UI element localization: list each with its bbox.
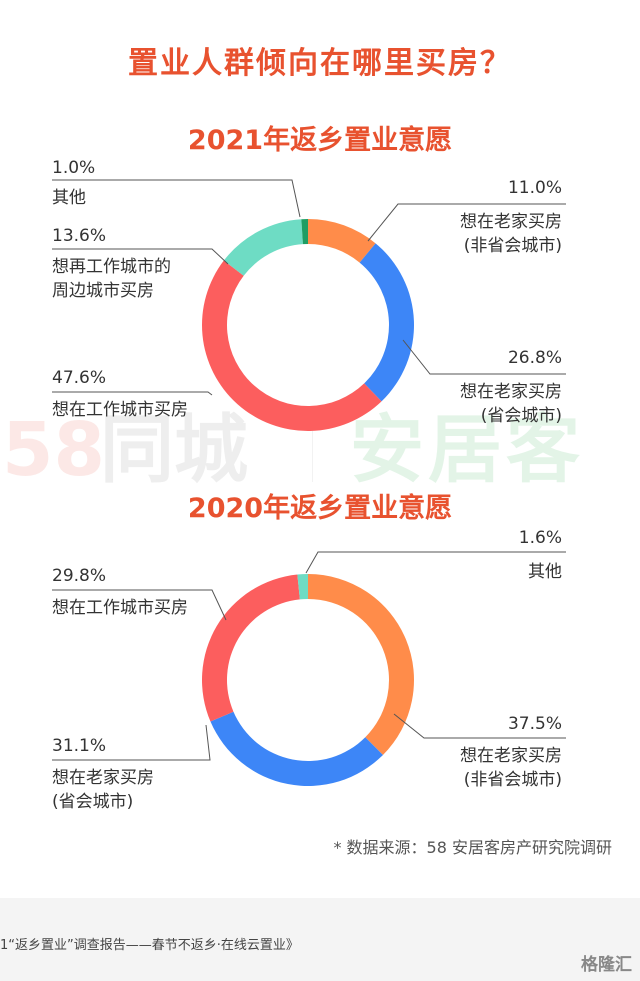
donut-2021-leader-line-4 [52, 179, 301, 218]
label-2020-home-provincial-line1: 想在老家买房 [52, 768, 154, 788]
donut-2021-leader-line-2 [52, 391, 213, 396]
label-2020-home-nonprovincial-value: 37.5% [507, 714, 562, 734]
donut-2021-slice-2 [202, 260, 382, 431]
label-2021-surrounding-line2: 周边城市买房 [52, 281, 154, 301]
donut-2021-slice-0 [308, 219, 376, 263]
gelonghui-logo: 格隆汇 [581, 955, 632, 975]
label-2021-home-nonprovincial-line2: (非省会城市) [463, 236, 562, 256]
label-2021-other-line1: 其他 [52, 188, 86, 208]
donut-2020-leader-line-3 [305, 551, 566, 574]
label-2020-home-nonprovincial-line2: (非省会城市) [463, 770, 562, 790]
label-2021-surrounding-value: 13.6% [52, 226, 107, 246]
donut-2020-slice-2 [202, 574, 300, 722]
label-2021-work-city-value: 47.6% [52, 368, 107, 388]
chart-2021-title: 2021年返乡置业意愿 [187, 125, 453, 156]
donut-2021-leader-line-0 [367, 203, 566, 242]
donut-2021-leader-line-1 [402, 339, 566, 375]
label-2021-home-provincial-line2: (省会城市) [480, 406, 562, 426]
label-2020-home-provincial-line2: (省会城市) [52, 792, 134, 812]
label-2021-home-nonprovincial-value: 11.0% [507, 178, 562, 198]
label-2021-home-nonprovincial-line1: 想在老家买房 [460, 212, 562, 232]
label-2021-surrounding-line1: 想再工作城市的 [52, 257, 171, 277]
donut-2020-slice-3 [297, 574, 308, 600]
donut-2021-slice-3 [223, 219, 303, 276]
donut-2020-slice-1 [210, 711, 383, 787]
label-2021-work-city-line1: 想在工作城市买房 [52, 400, 188, 420]
label-2021-other-value: 1.0% [52, 158, 96, 178]
donut-2021-slice-1 [359, 243, 414, 402]
label-2020-other-line1: 其他 [528, 562, 562, 582]
label-2021-home-provincial-value: 26.8% [507, 348, 562, 368]
donut-2020-slice-0 [308, 574, 414, 755]
donut-2020-leader-line-1 [52, 724, 211, 761]
footer-bar [0, 898, 640, 981]
label-2020-work-city-line1: 想在工作城市买房 [52, 598, 188, 618]
donut-2020-leader-line-2 [52, 589, 227, 621]
donut-2021-slice-4 [301, 219, 308, 245]
page-title: 置业人群倾向在哪里买房？ [128, 46, 512, 81]
footer-caption: 1“返乡置业”调查报告——春节不返乡·在线云置业》 [0, 938, 299, 953]
label-2020-home-provincial-value: 31.1% [52, 736, 107, 756]
chart-2020-title: 2020年返乡置业意愿 [187, 493, 453, 524]
label-2021-home-provincial-line1: 想在老家买房 [460, 382, 562, 402]
donut-2020-leader-line-0 [393, 713, 566, 739]
label-2020-work-city-value: 29.8% [52, 566, 107, 586]
data-source-note: * 数据来源：58 安居客房产研究院调研 [333, 838, 612, 857]
label-2020-home-nonprovincial-line1: 想在老家买房 [460, 746, 562, 766]
label-2020-other-value: 1.6% [518, 528, 562, 548]
donut-2021-leader-line-3 [52, 248, 229, 265]
